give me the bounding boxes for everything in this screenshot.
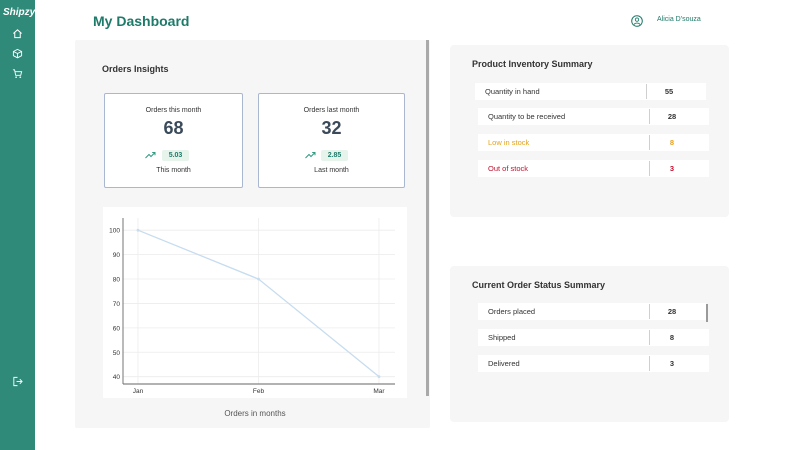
y-tick-label: 60 [113, 325, 121, 332]
order-status-row: Shipped 8 [478, 329, 709, 346]
y-tick-label: 40 [113, 374, 121, 381]
data-point [257, 277, 260, 281]
stat-value: 32 [321, 118, 342, 138]
order-status-scrollbar[interactable] [706, 304, 708, 322]
row-label: Delivered [488, 359, 520, 368]
data-point [136, 228, 140, 232]
y-tick-label: 80 [113, 277, 121, 284]
y-tick-label: 50 [113, 350, 121, 357]
row-label: Orders placed [488, 307, 536, 316]
row-divider [649, 304, 650, 319]
inventory-row: Out of stock 3 [478, 160, 709, 177]
delta-badge: 2.85 [321, 150, 348, 161]
panel-scrollbar[interactable] [426, 40, 429, 396]
y-tick-label: 100 [109, 228, 120, 235]
row-label: Quantity to be received [488, 112, 566, 121]
row-divider [649, 161, 650, 176]
stat-caption: Last month [314, 167, 349, 174]
order-status-row: Orders placed 28 [478, 303, 706, 320]
orders-last-month-card: Orders last month 32 2.85 Last month [258, 93, 405, 188]
logout-icon[interactable] [12, 376, 23, 387]
home-icon[interactable] [12, 28, 23, 39]
inventory-summary-title: Product Inventory Summary [472, 59, 593, 69]
trending-up-icon [305, 151, 316, 159]
row-divider [649, 135, 650, 150]
row-divider [649, 356, 650, 371]
row-divider [649, 330, 650, 345]
x-tick-label: Feb [253, 388, 265, 395]
stat-value: 68 [163, 118, 184, 138]
orders-line-chart: 100 90 80 70 60 50 40 Jan Feb Mar [103, 207, 407, 398]
sidebar: Shipzy [0, 0, 35, 450]
stat-label: Orders last month [303, 107, 360, 114]
row-value: 8 [669, 333, 675, 342]
order-status-title: Current Order Status Summary [472, 280, 606, 290]
row-value: 8 [669, 138, 675, 147]
row-value: 55 [664, 87, 674, 96]
inventory-row: Quantity to be received 28 [478, 108, 709, 125]
orders-this-month-card: Orders this month 68 5.03 This month [104, 93, 243, 188]
x-tick-label: Jan [133, 388, 144, 395]
stat-label: Orders this month [145, 107, 202, 114]
cart-icon[interactable] [12, 68, 23, 79]
trending-up-icon [145, 151, 156, 159]
chart-svg: 100 90 80 70 60 50 40 Jan Feb Mar [109, 218, 395, 395]
orders-insights-title: Orders Insights [102, 64, 169, 74]
y-tick-label: 90 [113, 252, 121, 259]
inventory-summary-panel [450, 45, 729, 217]
row-divider [649, 109, 650, 124]
row-divider [646, 84, 647, 99]
user-name[interactable]: Alicia D'souza [657, 16, 701, 23]
row-value: 28 [667, 112, 677, 121]
inventory-row: Quantity in hand 55 [475, 83, 706, 100]
row-label: Out of stock [488, 164, 529, 173]
page-title: My Dashboard [93, 13, 190, 29]
user-icon[interactable] [631, 15, 643, 27]
data-point [377, 375, 381, 379]
inventory-row: Low in stock 8 [478, 134, 709, 151]
row-label: Low in stock [488, 138, 530, 147]
x-tick-label: Mar [373, 388, 385, 395]
y-tick-label: 70 [113, 301, 121, 308]
stat-caption: This month [156, 167, 191, 174]
row-value: 3 [669, 359, 675, 368]
row-label: Shipped [488, 333, 516, 342]
delta-badge: 5.03 [162, 150, 189, 161]
chart-caption: Orders in months [224, 409, 286, 418]
row-label: Quantity in hand [485, 87, 540, 96]
row-value: 3 [669, 164, 675, 173]
box-icon[interactable] [12, 48, 23, 59]
app-logo: Shipzy [3, 7, 36, 18]
order-status-row: Delivered 3 [478, 355, 709, 372]
row-value: 28 [667, 307, 677, 316]
